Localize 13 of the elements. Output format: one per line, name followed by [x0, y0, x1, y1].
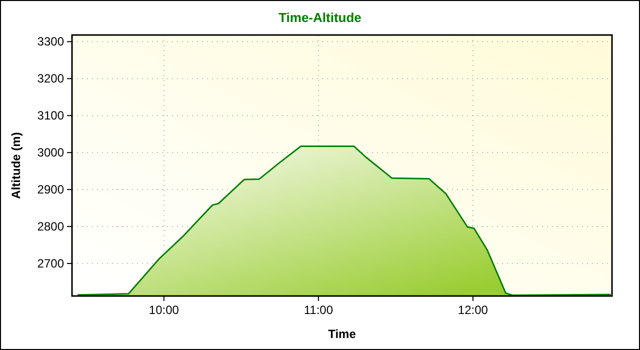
y-tick-label: 2700: [37, 256, 64, 270]
x-tick-label: 10:00: [148, 303, 180, 317]
y-axis-title: Altitude (m): [9, 132, 23, 199]
y-tick-label: 3000: [37, 146, 64, 160]
y-tick-label: 3100: [37, 108, 64, 123]
y-tick-label: 3200: [37, 72, 64, 86]
x-tick-label: 12:00: [458, 303, 488, 317]
y-tick-label: 2800: [37, 220, 64, 234]
x-axis-title: Time: [328, 327, 356, 341]
y-tick-label: 3300: [37, 34, 64, 49]
chart-title: Time-Altitude: [278, 10, 362, 25]
y-tick-label: 2900: [37, 182, 64, 197]
x-tick-label: 11:00: [304, 303, 334, 317]
